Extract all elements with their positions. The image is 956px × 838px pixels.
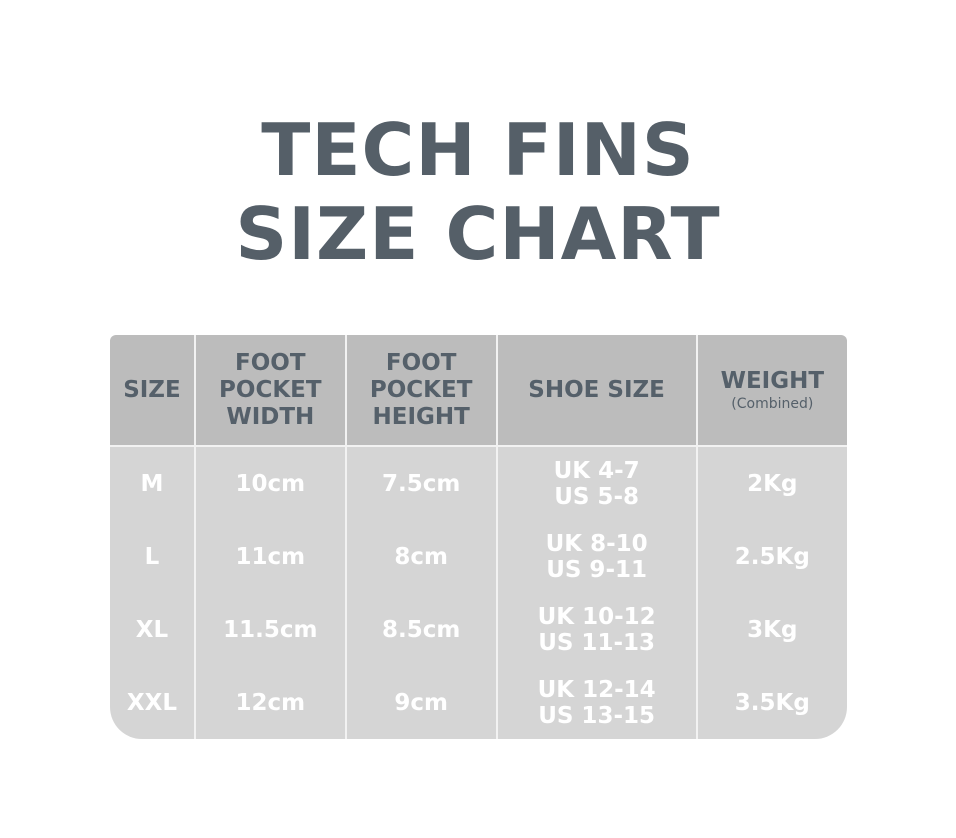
title-line-1: TECH FINS [261, 108, 695, 192]
header-foot-pocket-width: FOOT POCKET WIDTH [195, 335, 347, 447]
header-size: SIZE [110, 335, 196, 447]
table-row: XXL 12cm 9cm UK 12-14 US 13-15 3.5Kg [110, 666, 847, 739]
cell-weight: 3Kg [697, 593, 847, 666]
cell-foot-pocket-width: 10cm [195, 447, 347, 520]
header-row: SIZE FOOT POCKET WIDTH FOOT POCKET HEIGHT SH… [110, 335, 847, 447]
cell-size: L [110, 520, 196, 593]
cell-size: XXL [110, 666, 196, 739]
cell-size: XL [110, 593, 196, 666]
table-row: L 11cm 8cm UK 8-10 US 9-11 2.5Kg [110, 520, 847, 593]
cell-foot-pocket-height: 8cm [346, 520, 498, 593]
cell-weight: 2.5Kg [697, 520, 847, 593]
title-line-2: SIZE CHART [235, 192, 721, 276]
size-chart-table: SIZE FOOT POCKET WIDTH FOOT POCKET HEIGHT SH… [110, 335, 847, 739]
header-weight-sub: (Combined) [731, 395, 814, 412]
cell-foot-pocket-height: 9cm [346, 666, 498, 739]
cell-foot-pocket-width: 12cm [195, 666, 347, 739]
cell-shoe-size: UK 12-14 US 13-15 [497, 666, 698, 739]
cell-shoe-size: UK 4-7 US 5-8 [497, 447, 698, 520]
cell-shoe-size: UK 8-10 US 9-11 [497, 520, 698, 593]
table-row: XL 11.5cm 8.5cm UK 10-12 US 11-13 3Kg [110, 593, 847, 666]
header-weight: WEIGHT (Combined) [697, 335, 847, 447]
cell-foot-pocket-width: 11.5cm [195, 593, 347, 666]
cell-foot-pocket-height: 8.5cm [346, 593, 498, 666]
header-foot-pocket-height: FOOT POCKET HEIGHT [346, 335, 498, 447]
cell-weight: 3.5Kg [697, 666, 847, 739]
table-row: M 10cm 7.5cm UK 4-7 US 5-8 2Kg [110, 447, 847, 520]
cell-foot-pocket-height: 7.5cm [346, 447, 498, 520]
cell-weight: 2Kg [697, 447, 847, 520]
cell-foot-pocket-width: 11cm [195, 520, 347, 593]
cell-shoe-size: UK 10-12 US 11-13 [497, 593, 698, 666]
header-shoe-size: SHOE SIZE [497, 335, 698, 447]
cell-size: M [110, 447, 196, 520]
page-title: TECH FINS SIZE CHART [0, 108, 956, 276]
